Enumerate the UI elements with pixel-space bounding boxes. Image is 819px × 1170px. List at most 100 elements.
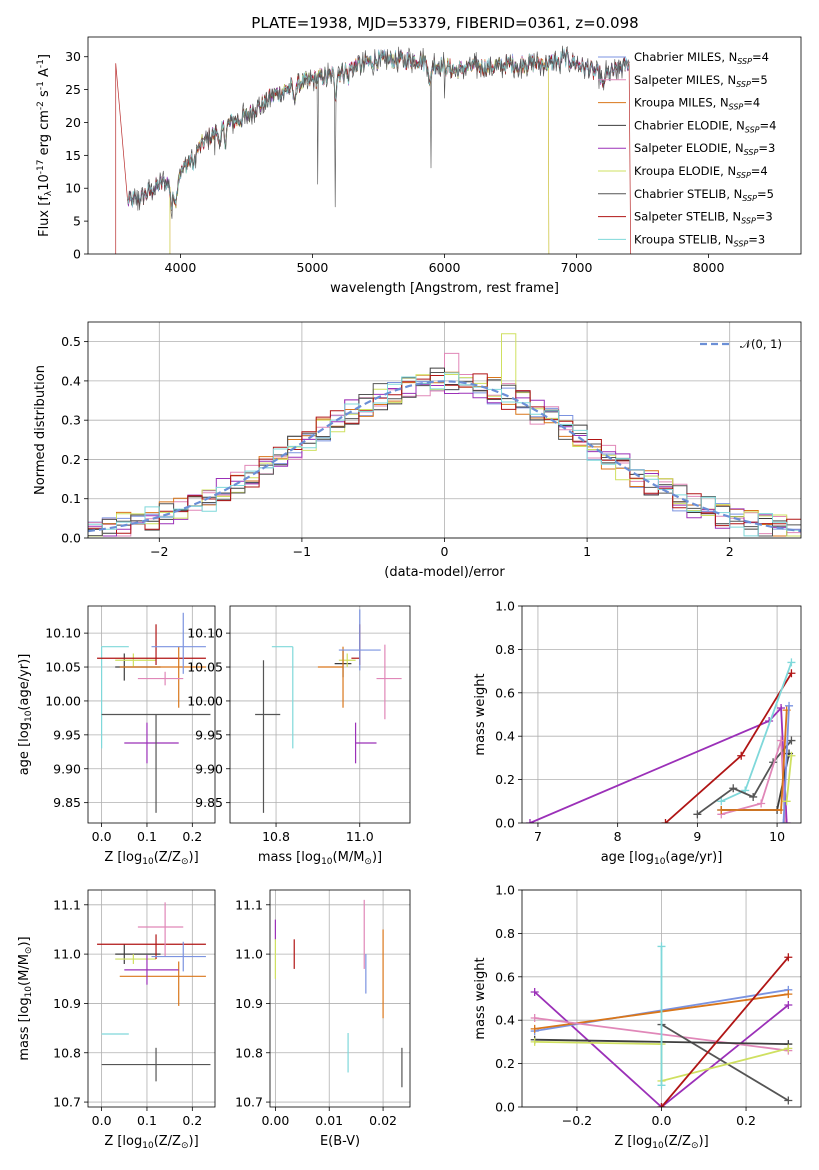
x-tick-label: 7000	[561, 260, 593, 275]
chart-spectrum: 4000 5000 6000 7000 8000 0 5 10 15 20 25 30 waveleng…	[36, 36, 802, 296]
x-tick-label: −1	[293, 544, 311, 559]
weight-marker	[782, 797, 791, 806]
weight-marker	[693, 810, 702, 819]
axes-frame	[521, 605, 802, 824]
weight-line-chabrier-miles	[782, 705, 790, 823]
y-axis-label: age [log10​(age/yr)]	[17, 654, 34, 776]
x-tick-label: 8000	[693, 260, 725, 275]
weight-line-salpeter-elodie	[529, 705, 788, 823]
y-tick-label: 10.7	[53, 1095, 81, 1110]
legend-entry: Chabrier ELODIE, NSSP=4	[634, 118, 776, 134]
weight-marker	[784, 990, 793, 999]
x-tick-label: 1	[583, 544, 591, 559]
y-tick-label: 0.6	[495, 685, 515, 700]
legend-entry: Kroupa ELODIE, NSSP=4	[634, 164, 768, 180]
axes-frame	[87, 321, 802, 539]
weight-line-salpeter-stelib	[660, 956, 789, 1107]
y-tick-label: 0.4	[495, 729, 515, 744]
y-tick-label: 10.8	[53, 1045, 81, 1060]
plot-area	[97, 902, 211, 1082]
x-axis-label: mass [log10​(M/M⊙​)]	[258, 850, 382, 867]
weight-line-salpeter-stelib	[664, 672, 793, 823]
weight-marker	[787, 736, 796, 745]
x-tick-label: 5000	[297, 260, 329, 275]
y-tick-label: 10.7	[235, 1095, 263, 1110]
plot-area	[530, 942, 793, 1107]
spectrum-series-kroupa-stelib	[127, 48, 630, 210]
y-tick-label: 0	[73, 247, 81, 262]
axes-frame	[87, 889, 216, 1108]
x-tick-label: 2	[726, 544, 734, 559]
chart-mass_vs_Z: 0.0 0.1 0.2 10.7 10.8 10.9 11.0 11.1 Z [log10​(Z…	[17, 889, 216, 1151]
x-tick-label: 10	[769, 829, 785, 844]
y-tick-label: 10	[65, 181, 81, 196]
y-tick-label: 0.2	[495, 1056, 515, 1071]
y-tick-label: 0.0	[495, 1100, 515, 1115]
legend-entry: Kroupa STELIB, NSSP=3	[634, 232, 765, 248]
y-tick-label: 1.0	[495, 883, 515, 898]
weight-marker	[657, 1103, 666, 1107]
x-tick-label: 9	[693, 829, 701, 844]
x-tick-label: 0.2	[182, 1113, 202, 1128]
legend-entry: Chabrier MILES, NSSP=4	[634, 50, 769, 66]
x-tick-label: 4000	[165, 260, 197, 275]
chart-mass_weight_vs_age: 7 8 9 10 0.0 0.2 0.4 0.6 0.8 1.0 age [log10​(age/y…	[473, 599, 802, 867]
axes-frame	[87, 36, 802, 255]
x-tick-label: 0.0	[92, 1113, 112, 1128]
axes-frame	[229, 605, 411, 824]
plot-area	[274, 899, 403, 1088]
weight-marker	[530, 1014, 539, 1023]
y-tick-label: 0.2	[495, 772, 515, 787]
y-tick-label: 0.4	[495, 1013, 515, 1028]
weight-marker	[787, 751, 796, 760]
figure-title: PLATE=1938, MJD=53379, FIBERID=0361, z=0…	[251, 14, 638, 32]
x-tick-label: 0.1	[137, 1113, 157, 1128]
x-tick-label: 6000	[429, 260, 461, 275]
spectrum-series-chabrier-miles	[127, 49, 630, 208]
y-tick-label: 10.9	[235, 996, 263, 1011]
chart-mass_vs_ebv: 0.00 0.01 0.02 10.7 10.8 10.9 11.0 11.1 E(B-V)	[235, 889, 411, 1149]
weight-line-kroupa-elodie	[785, 755, 793, 802]
spectrum-legend: Chabrier MILES, NSSP=4 Salpeter MILES, NS…	[598, 50, 776, 248]
y-tick-label: 10.00	[45, 693, 81, 708]
y-tick-label: 0.8	[495, 642, 515, 657]
y-tick-label: 0.3	[61, 413, 81, 428]
weight-marker	[782, 819, 791, 823]
x-tick-label: 0.2	[736, 1113, 756, 1128]
legend-entry: Kroupa MILES, NSSP=4	[634, 96, 760, 112]
x-axis-label: Z [log10​(Z/Z⊙​)]	[104, 850, 198, 867]
y-tick-label: 11.0	[235, 947, 263, 962]
y-tick-label: 0.0	[61, 531, 81, 546]
weight-marker	[777, 703, 786, 712]
y-tick-label: 0.4	[61, 373, 81, 388]
chart-age_vs_Z: 0.0 0.1 0.2 9.85 9.90 9.95 10.00 10.05 10.10 Z [l…	[17, 605, 216, 867]
x-tick-label: 0.01	[315, 1113, 343, 1128]
x-tick-label: −0.2	[562, 1113, 592, 1128]
histogram-chabrier-stelib	[88, 372, 801, 537]
weight-marker	[781, 819, 790, 823]
x-tick-label: 0.2	[182, 829, 202, 844]
x-axis-label: wavelength [Angstrom, rest frame]	[330, 281, 559, 296]
y-tick-label: 30	[65, 49, 81, 64]
y-tick-label: 0.8	[495, 926, 515, 941]
y-tick-label: 10.8	[235, 1045, 263, 1060]
y-tick-label: 5	[73, 214, 81, 229]
weight-marker	[657, 1081, 666, 1090]
weight-marker	[530, 1037, 539, 1046]
y-axis-label: mass [log10​(M/M⊙​)]	[17, 936, 34, 1060]
weight-line-chabrier-stelib	[661, 1023, 789, 1102]
chart-age_vs_mass: 10.8 11.0 9.85 9.90 9.95 10.00 10.05 10.10 mass …	[187, 605, 411, 867]
weight-marker	[784, 953, 793, 962]
plot-area	[115, 45, 632, 254]
weight-marker	[717, 797, 726, 806]
y-tick-label: 11.1	[235, 897, 263, 912]
weight-marker	[657, 942, 666, 951]
weight-marker	[777, 736, 786, 745]
weight-marker	[785, 701, 794, 710]
y-tick-label: 9.95	[195, 727, 223, 742]
y-tick-label: 11.1	[53, 897, 81, 912]
spectrum-series-salpeter-elodie	[127, 49, 630, 209]
y-tick-label: 9.90	[53, 761, 81, 776]
y-tick-label: 10.9	[53, 996, 81, 1011]
